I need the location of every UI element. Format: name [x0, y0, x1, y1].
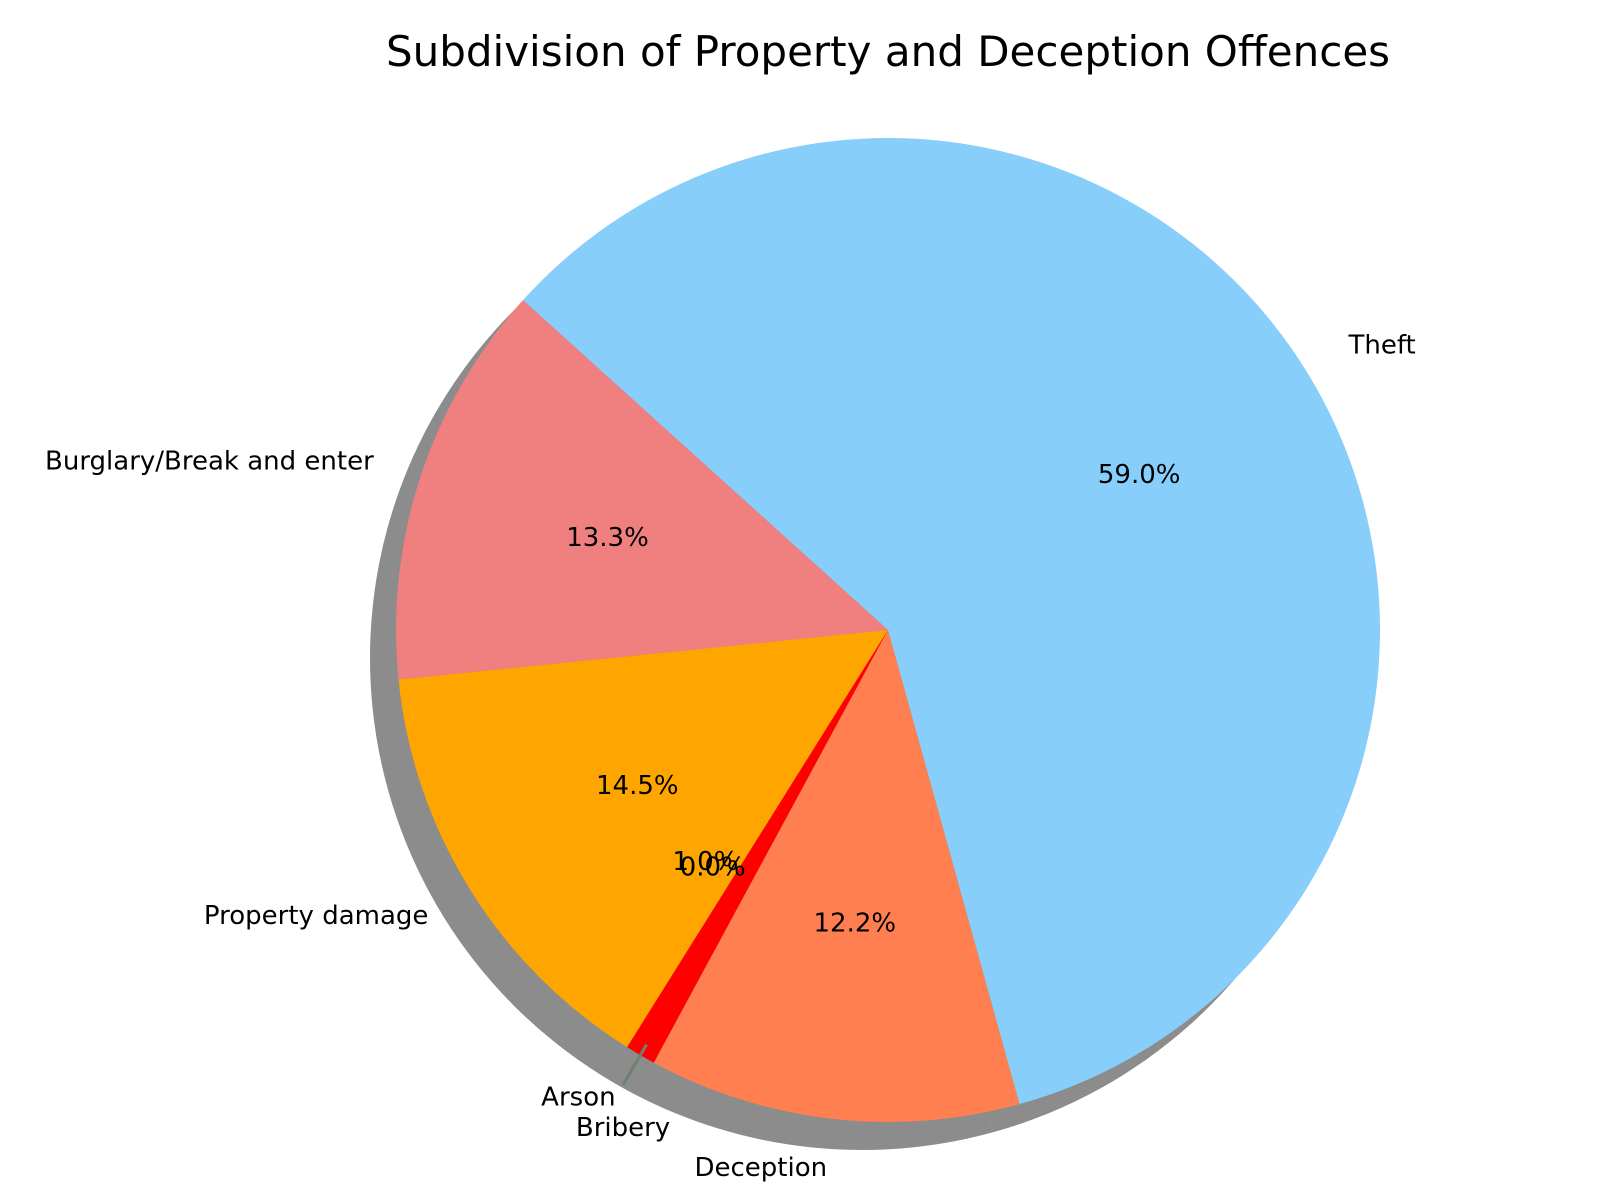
slice-deception — [653, 630, 1020, 1122]
slice-pct-property-damage: 14.5% — [596, 771, 679, 801]
slice-pct-arson: 1.0% — [672, 847, 738, 877]
leader-line-arson — [621, 1043, 648, 1086]
slice-label-burglary-break-and-enter: Burglary/Break and enter — [45, 446, 374, 476]
slice-label-property-damage: Property damage — [204, 901, 428, 931]
slice-property-damage — [398, 630, 888, 1048]
slice-arson — [627, 630, 888, 1063]
slice-theft — [522, 137, 1381, 1105]
slice-label-bribery: Bribery — [576, 1113, 670, 1143]
slice-label-deception: Deception — [694, 1153, 827, 1183]
slice-label-theft: Theft — [1348, 331, 1416, 361]
slice-pct-deception: 12.2% — [813, 908, 896, 938]
slice-burglary-break-and-enter — [395, 300, 888, 680]
pie-slices — [395, 137, 1381, 1122]
pie-labels: Theft 59.0% Burglary/Break and enter 13.3% P… — [45, 331, 1416, 1183]
chart-title: Subdivision of Property and Deception Of… — [386, 27, 1390, 76]
slice-pct-bribery: 0.0% — [680, 853, 746, 883]
slice-label-arson: Arson — [541, 1083, 615, 1113]
slice-pct-burglary-break-and-enter: 13.3% — [566, 523, 649, 553]
slice-pct-theft: 59.0% — [1098, 460, 1181, 490]
